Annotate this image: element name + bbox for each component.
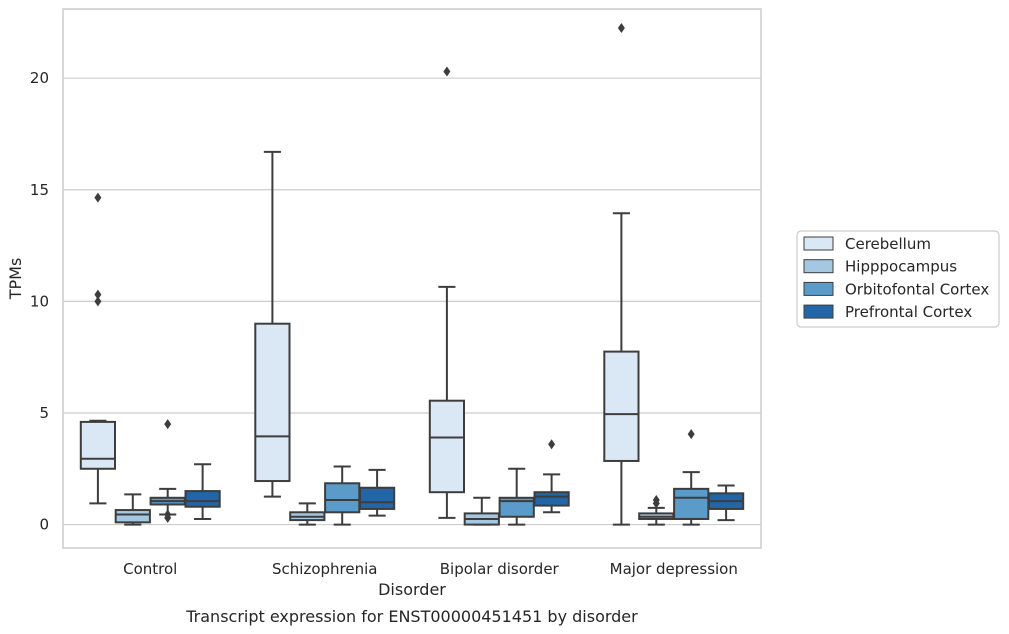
outlier-point [94,192,102,203]
legend: Cerebellum Hipppocampus Orbitofontal Corte… [796,230,1000,328]
iqr-box [603,350,640,462]
legend-swatch [803,236,834,251]
iqr-box [114,509,151,524]
x-tick-label: Schizophrenia [272,560,377,578]
iqr-box [673,487,710,520]
iqr-box [254,322,291,483]
iqr-box [324,482,361,514]
y-tick-label: 10 [30,292,49,310]
y-axis-ticks: 0 5 10 15 20 [30,69,49,533]
box-hipppocampus [638,495,675,526]
box-orbitofontal-cortex [498,467,535,526]
y-tick-label: 5 [39,404,49,422]
box-cerebellum [79,192,117,505]
iqr-box [533,491,570,507]
box-cerebellum [603,22,640,526]
legend-swatch [803,259,834,274]
x-axis-ticks: Control Schizophrenia Bipolar disorder Majo… [123,560,738,578]
box-hipppocampus [463,496,500,526]
figure-caption: Transcript expression for ENST0000045145… [185,607,638,626]
legend-label: Orbitofontal Cortex [845,280,989,298]
outlier-point [443,66,451,77]
outlier-point [164,509,172,520]
x-axis-title: Disorder [378,580,446,599]
legend-label: Hipppocampus [845,258,957,276]
legend-label: Prefrontal Cortex [845,303,972,321]
x-tick-label: Bipolar disorder [440,560,560,578]
y-tick-label: 15 [30,181,49,199]
grid-lines [63,77,761,526]
box-orbitofontal-cortex [673,429,710,526]
box-prefrontal-cortex [184,463,221,520]
outlier-point [687,429,695,440]
outlier-point [548,439,556,450]
box-hipppocampus [289,502,326,526]
iqr-box [184,490,221,508]
outlier-point [94,296,102,307]
box-prefrontal-cortex [358,468,396,517]
box-hipppocampus [114,493,151,526]
box-prefrontal-cortex [707,484,745,522]
x-tick-label: Major depression [610,560,738,578]
iqr-box [358,486,396,510]
outlier-point [94,289,102,300]
plot-frame [62,8,762,549]
iqr-box [498,496,535,518]
legend-swatch [803,281,834,296]
y-axis-title: TPMs [6,258,25,301]
box-cerebellum [254,150,291,498]
outlier-point [652,495,660,506]
y-tick-label: 20 [30,69,49,87]
iqr-box [79,420,117,470]
legend-frame [796,230,1000,328]
box-cerebellum [428,66,466,519]
box-orbitofontal-cortex [324,465,361,526]
box-plot-area [79,22,745,526]
legend-label: Cerebellum [845,235,931,253]
legend-swatch [803,304,834,319]
y-tick-label: 0 [39,516,49,534]
box-prefrontal-cortex [533,439,570,514]
outlier-point [617,22,625,33]
outlier-point [164,419,172,430]
x-tick-label: Control [123,560,177,578]
box-orbitofontal-cortex [149,419,186,523]
iqr-box [428,399,466,494]
